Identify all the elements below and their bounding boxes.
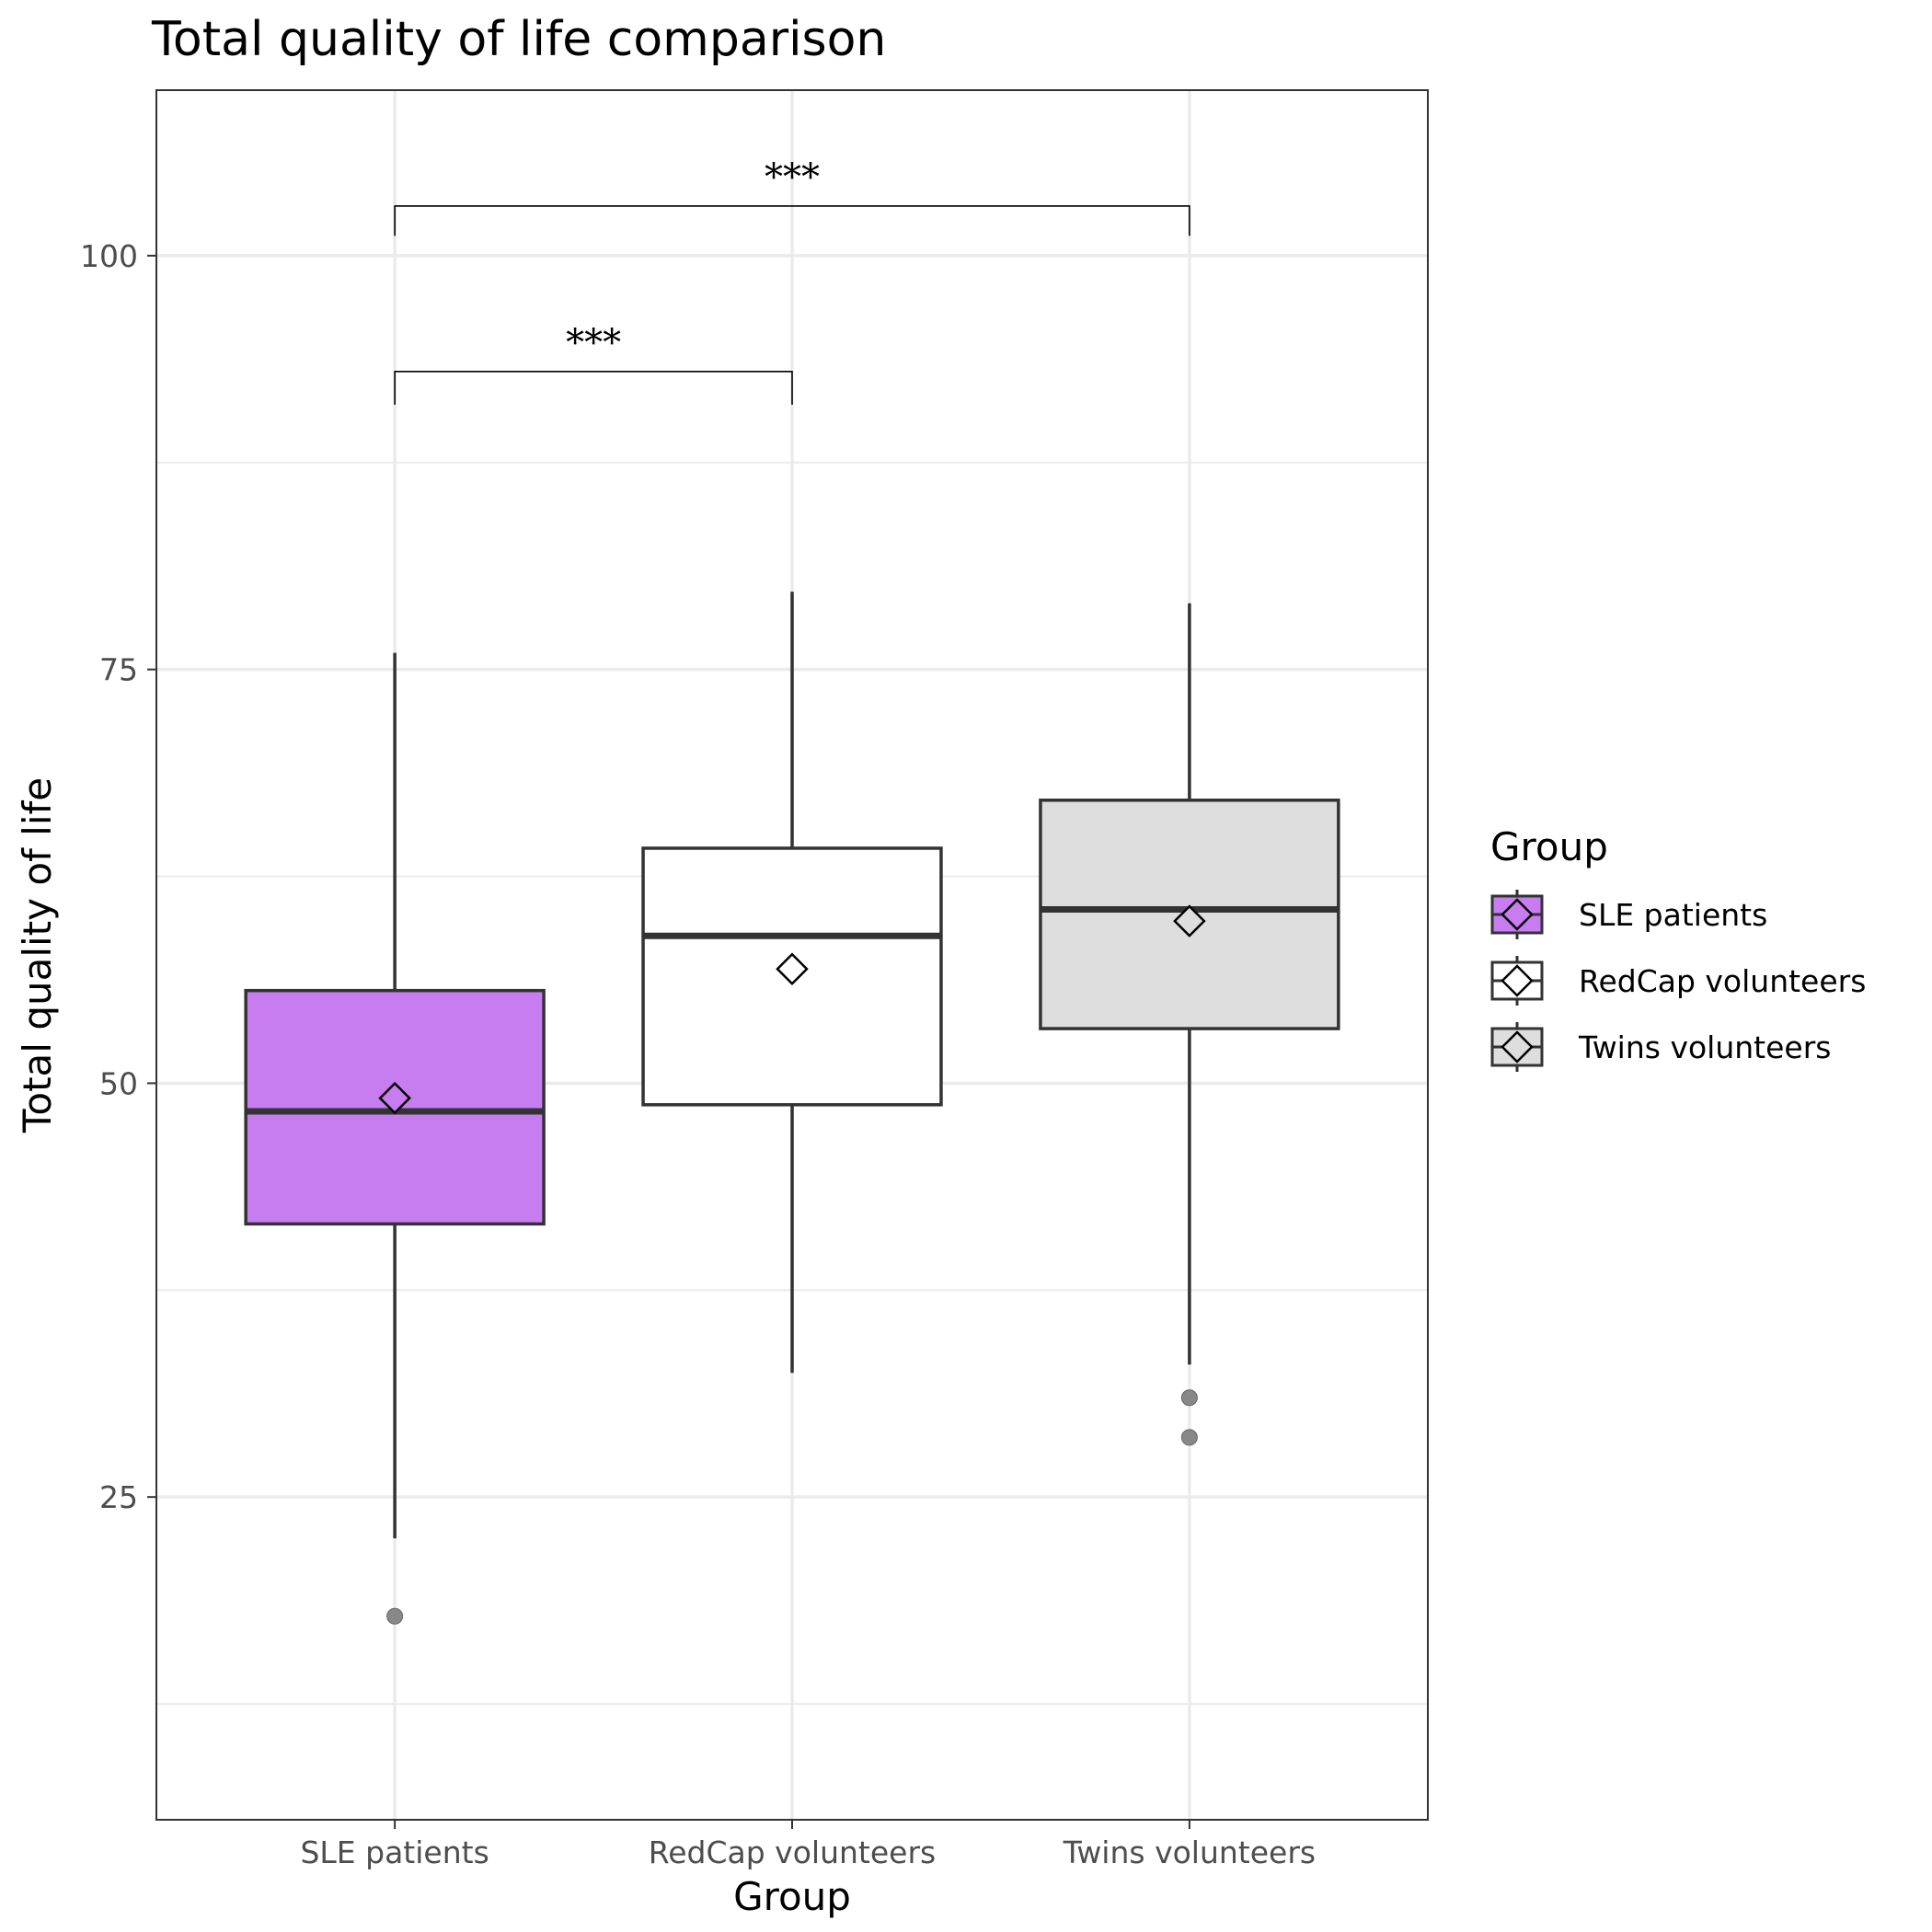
legend-item: SLE patients: [1490, 890, 1767, 939]
significance-annotations: *** ***: [394, 156, 1190, 405]
outlier-point: [1180, 1429, 1198, 1446]
legend-label: Twins volunteers: [1578, 1029, 1831, 1065]
box-group: [244, 652, 546, 1625]
significance-bracket: [394, 205, 1190, 236]
outlier-point: [386, 1607, 404, 1625]
significance-label: ***: [765, 156, 820, 199]
y-tick-label: 50: [99, 1065, 138, 1101]
outlier-point: [1180, 1389, 1198, 1407]
y-tick-label: 100: [80, 238, 138, 274]
legend-key-mean: [1501, 1030, 1534, 1064]
legend-title: Group: [1490, 824, 1608, 869]
chart-title: Total quality of life comparison: [151, 12, 886, 67]
x-tick-label: Twins volunteers: [1063, 1834, 1316, 1870]
axes: 25 50 75 100 SLE patients RedCap volunteers Tw…: [80, 238, 1316, 1870]
legend: Group SLE patients RedCap volunteers Twins…: [1490, 824, 1866, 1072]
y-tick-label: 75: [99, 652, 138, 688]
box-group: [641, 592, 943, 1374]
significance-bracket: [394, 371, 793, 405]
mean-marker: [378, 1081, 411, 1115]
box-group: [1039, 603, 1340, 1446]
mean-marker: [776, 952, 809, 986]
significance-label: ***: [566, 322, 621, 364]
legend-key-mean: [1501, 964, 1534, 997]
y-tick-label: 25: [99, 1479, 138, 1515]
legend-label: SLE patients: [1579, 897, 1767, 933]
mean-marker: [1173, 904, 1206, 937]
legend-item: RedCap volunteers: [1490, 956, 1866, 1006]
legend-item: Twins volunteers: [1490, 1022, 1831, 1072]
x-axis-title: Group: [733, 1874, 851, 1919]
x-tick-label: SLE patients: [300, 1834, 489, 1870]
y-axis-title: Total quality of life: [15, 777, 60, 1133]
box-series: [244, 592, 1340, 1625]
legend-label: RedCap volunteers: [1579, 963, 1866, 999]
x-tick-label: RedCap volunteers: [649, 1834, 936, 1870]
legend-key-mean: [1501, 898, 1534, 931]
